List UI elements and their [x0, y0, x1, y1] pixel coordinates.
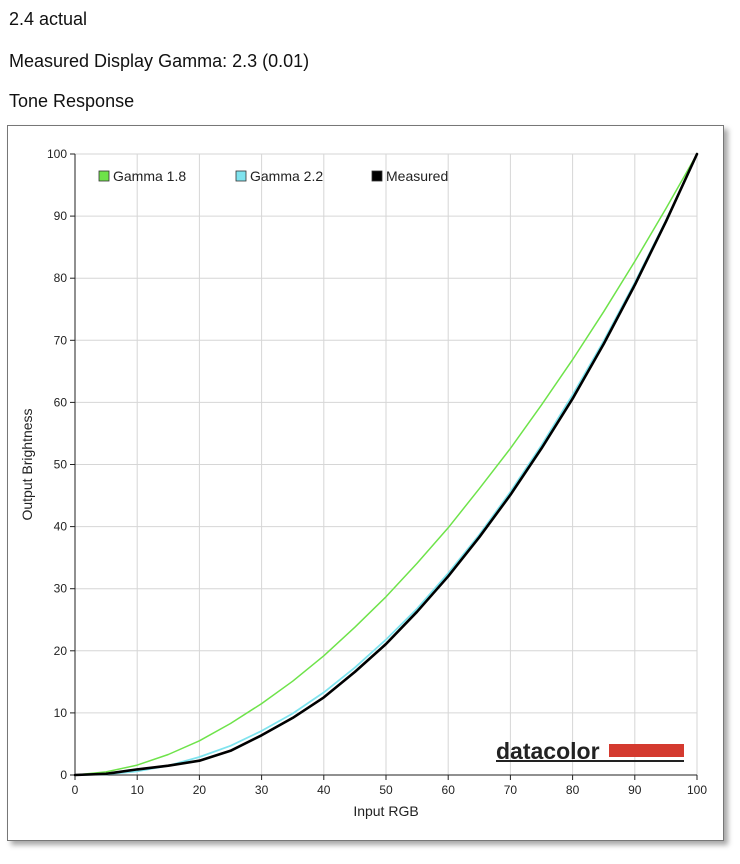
legend-label: Measured — [386, 168, 448, 184]
legend-swatch — [98, 170, 110, 182]
datacolor-logo-text: datacolor — [496, 738, 600, 764]
x-tick-label: 70 — [504, 783, 518, 797]
y-axis-label: Output Brightness — [19, 408, 35, 520]
x-tick-label: 0 — [72, 783, 79, 797]
datacolor-logo: datacolor — [496, 738, 684, 764]
x-tick-label: 100 — [687, 783, 707, 797]
legend-label: Gamma 2.2 — [250, 168, 323, 184]
legend-swatch — [371, 170, 383, 182]
tone-response-chart: 0 10 20 30 40 50 60 70 80 90 100 0 10 20 30 40 50 60 70 80 9… — [7, 125, 724, 841]
x-tick-label: 40 — [317, 783, 331, 797]
x-axis-label: Input RGB — [353, 803, 418, 819]
axes: 0 10 20 30 40 50 60 70 80 90 100 0 10 20 30 40 50 60 70 80 9… — [19, 147, 707, 819]
y-tick-label: 30 — [54, 582, 68, 596]
legend: Gamma 1.8 Gamma 2.2 Measured — [98, 168, 448, 184]
y-tick-label: 100 — [47, 147, 67, 161]
x-tick-label: 50 — [379, 783, 393, 797]
x-tick-label: 90 — [628, 783, 642, 797]
datacolor-logo-bar — [609, 744, 684, 757]
y-tick-label: 20 — [54, 644, 68, 658]
x-tick-label: 80 — [566, 783, 580, 797]
x-tick-label: 20 — [193, 783, 207, 797]
y-tick-label: 10 — [54, 706, 68, 720]
x-tick-label: 30 — [255, 783, 269, 797]
y-tick-label: 60 — [54, 395, 68, 409]
grid-lines — [75, 153, 698, 775]
datacolor-logo-underline — [496, 760, 684, 762]
gamma-actual-text: 2.4 actual — [9, 9, 88, 29]
tone-response-title: Tone Response — [9, 91, 135, 111]
legend-swatch — [235, 170, 247, 182]
series-lines — [73, 152, 699, 777]
y-tick-label: 70 — [54, 333, 68, 347]
y-tick-label: 40 — [54, 520, 68, 534]
series-line-measured — [73, 152, 699, 777]
x-tick-label: 60 — [442, 783, 456, 797]
chart-canvas: 0 10 20 30 40 50 60 70 80 90 100 0 10 20 30 40 50 60 70 80 9… — [19, 147, 707, 819]
x-tick-label: 10 — [131, 783, 145, 797]
y-tick-label: 80 — [54, 271, 68, 285]
y-tick-label: 50 — [54, 458, 68, 472]
measured-gamma-text: Measured Display Gamma: 2.3 (0.01) — [9, 51, 310, 71]
series-line-gamma-1-8 — [74, 153, 698, 776]
y-tick-label: 0 — [60, 768, 67, 782]
y-tick-label: 90 — [54, 209, 68, 223]
legend-label: Gamma 1.8 — [113, 168, 186, 184]
